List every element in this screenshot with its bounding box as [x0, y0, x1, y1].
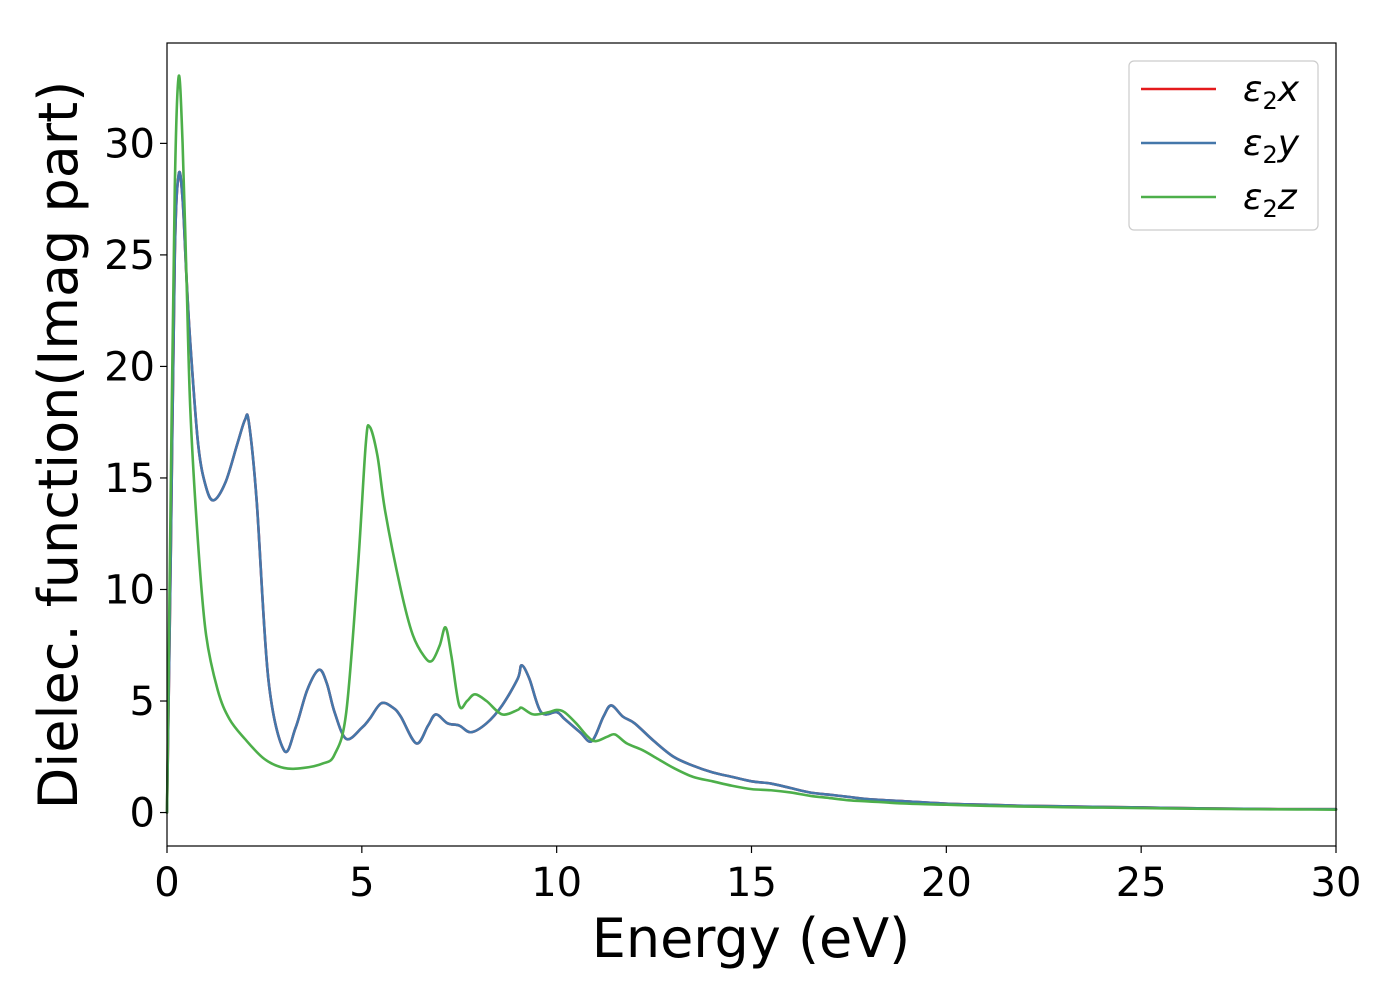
legend-label-x: ε2x: [1243, 69, 1300, 115]
series-layer: [165, 74, 1338, 814]
y-axis: 0 5 10 15 20 25 30: [104, 121, 167, 837]
legend-label-z: ε2z: [1243, 177, 1298, 223]
y-axis-title: Dielec. function(Imag part): [27, 81, 90, 810]
y-tick-label: 15: [104, 456, 155, 502]
x-tick-label: 0: [154, 860, 179, 906]
x-tick-label: 10: [531, 860, 582, 906]
x-tick-label: 25: [1116, 860, 1167, 906]
series-line-y: [165, 170, 1338, 814]
y-tick-label: 20: [104, 344, 155, 390]
legend-frame: [1128, 60, 1319, 231]
x-tick-label: 30: [1311, 860, 1362, 906]
y-tick-label: 30: [104, 121, 155, 167]
legend-label-y: ε2y: [1243, 123, 1300, 169]
y-tick-label: 0: [130, 791, 155, 837]
x-tick-label: 20: [921, 860, 972, 906]
x-axis: 0 5 10 15 20 25 30: [154, 846, 1361, 906]
y-tick-label: 10: [104, 567, 155, 613]
y-tick-label: 5: [130, 679, 155, 725]
y-tick-label: 25: [104, 233, 155, 279]
x-tick-label: 5: [349, 860, 374, 906]
x-axis-title: Energy (eV): [592, 907, 911, 970]
x-tick-label: 15: [726, 860, 777, 906]
series-line-z: [165, 74, 1338, 814]
legend: ε2x ε2y ε2z: [1128, 60, 1319, 231]
